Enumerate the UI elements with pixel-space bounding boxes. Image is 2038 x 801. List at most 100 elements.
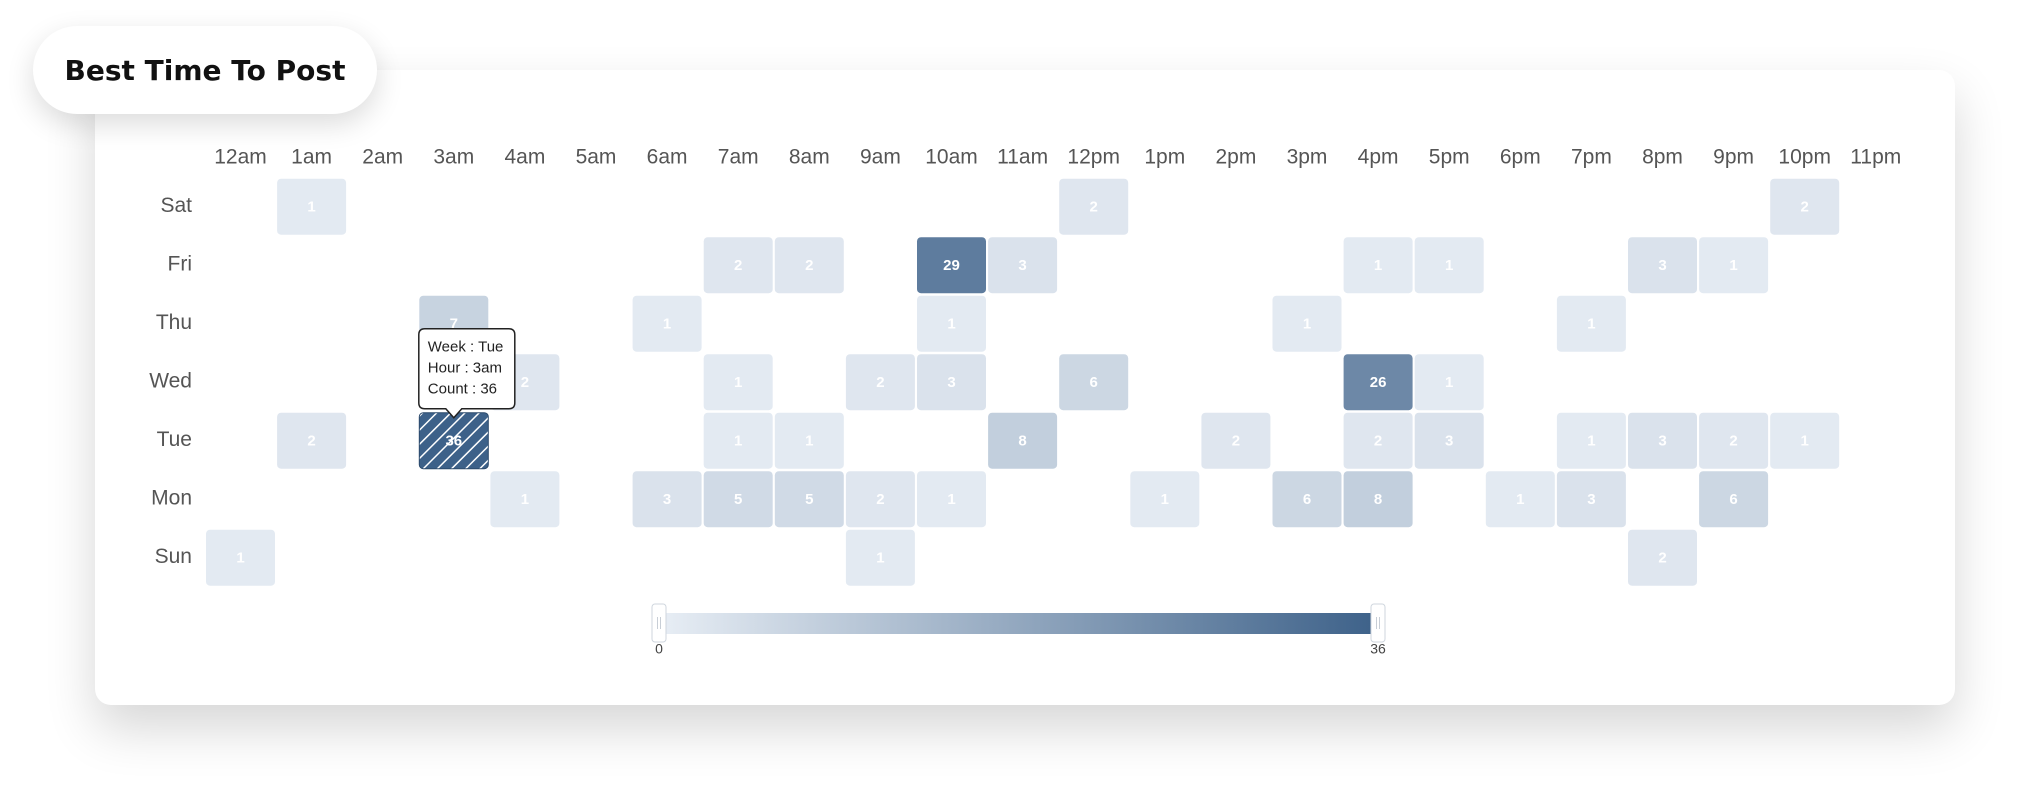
heat-cell [917, 471, 986, 528]
heat-cell [1059, 354, 1129, 411]
heat-cell [1628, 529, 1697, 586]
hour-label: 9pm [1713, 146, 1754, 169]
heat-cell [1699, 237, 1769, 294]
visual-map-handle [1370, 603, 1386, 643]
day-label: Mon [151, 487, 192, 510]
cell-label: 1 [236, 550, 244, 567]
heat-cell [845, 471, 915, 528]
hour-label: 8am [789, 146, 830, 169]
cell-label: 1 [1374, 257, 1382, 274]
cell-label: 2 [1658, 550, 1666, 567]
cell-label: 1 [663, 316, 671, 333]
heat-cell [917, 295, 986, 352]
cell-label: 3 [1658, 433, 1666, 450]
day-label: Fri [168, 253, 193, 276]
cell-label: 1 [1729, 257, 1737, 274]
hour-label: 1pm [1144, 146, 1185, 169]
heat-cell [703, 471, 773, 528]
hour-label: 9am [860, 146, 901, 169]
chart-title: Best Time To Post [64, 53, 346, 87]
heat-cell [774, 471, 844, 528]
heat-cell [988, 412, 1058, 469]
cell-label: 29 [943, 257, 960, 274]
cell-label: 1 [734, 374, 742, 391]
hour-label: 12pm [1067, 146, 1120, 169]
cell-label: 2 [876, 491, 884, 508]
cell-label: 6 [1303, 491, 1311, 508]
hour-label: 4pm [1358, 146, 1399, 169]
visual-map-bar [659, 613, 1378, 634]
visual-map-label: 0 [655, 641, 663, 657]
heat-cell [1343, 412, 1413, 469]
heat-cell [632, 295, 702, 352]
cell-label: 1 [1161, 491, 1169, 508]
cell-label: 2 [1801, 199, 1809, 216]
tooltip-box [418, 327, 516, 419]
day-label: Sun [155, 545, 192, 568]
heat-cell [1770, 178, 1840, 235]
heat-cell [1556, 295, 1626, 352]
heat-cell [1059, 178, 1129, 235]
heat-cell [1343, 471, 1413, 528]
heat-cell [1414, 412, 1484, 469]
day-label: Tue [157, 428, 192, 451]
cell-label: 8 [1374, 491, 1382, 508]
cell-label: 1 [1587, 316, 1595, 333]
heat-cell [1414, 354, 1484, 411]
heat-cell [277, 412, 347, 469]
tooltip-line: Hour : 3am [428, 360, 502, 377]
cell-label: 3 [1658, 257, 1666, 274]
hour-label: 7am [718, 146, 759, 169]
hour-label: 6pm [1500, 146, 1541, 169]
cell-label: 5 [734, 491, 742, 508]
cell-label: 1 [876, 550, 884, 567]
cell-label: 3 [1445, 433, 1453, 450]
day-label: Sat [160, 194, 192, 217]
cell-label: 2 [805, 257, 813, 274]
cell-label: 1 [947, 316, 955, 333]
hour-label: 2pm [1215, 146, 1256, 169]
heat-cell [703, 412, 773, 469]
tooltip-line: Count : 36 [428, 381, 497, 398]
heat-cell [703, 354, 773, 411]
heat-cell [1628, 237, 1697, 294]
heat-cell [206, 529, 275, 586]
heat-cell [1414, 237, 1484, 294]
hour-label: 5am [576, 146, 617, 169]
cell-label: 8 [1018, 433, 1026, 450]
heat-cell [1201, 412, 1271, 469]
cell-label: 2 [876, 374, 884, 391]
cell-label: 1 [1801, 433, 1809, 450]
cell-label: 2 [1374, 433, 1382, 450]
heat-cell [490, 471, 560, 528]
hour-label: 12am [214, 146, 267, 169]
heat-cell [1130, 471, 1200, 528]
hour-label: 1am [291, 146, 332, 169]
cell-label: 6 [1090, 374, 1098, 391]
cell-label: 2 [307, 433, 315, 450]
hour-label: 10pm [1778, 146, 1831, 169]
visual-map-label: 36 [1370, 641, 1386, 657]
heat-cell [917, 237, 986, 294]
hour-label: 11am [997, 146, 1048, 169]
heat-cell [277, 178, 347, 235]
cell-label: 3 [663, 491, 671, 508]
cell-label: 1 [805, 433, 813, 450]
heat-cell [1699, 412, 1769, 469]
heat-cell [1770, 412, 1840, 469]
heat-cell [1343, 237, 1413, 294]
cell-label: 1 [521, 491, 529, 508]
day-label: Thu [156, 311, 192, 334]
cell-label: 3 [947, 374, 955, 391]
heat-cell [917, 354, 986, 411]
hour-label: 11pm [1850, 146, 1901, 169]
heat-cell [1699, 471, 1769, 528]
cell-label: 2 [1090, 199, 1098, 216]
hour-label: 3pm [1287, 146, 1328, 169]
cell-label: 1 [1445, 374, 1453, 391]
hour-label: 3am [433, 146, 474, 169]
heat-cell [703, 237, 773, 294]
heat-cell [1556, 412, 1626, 469]
